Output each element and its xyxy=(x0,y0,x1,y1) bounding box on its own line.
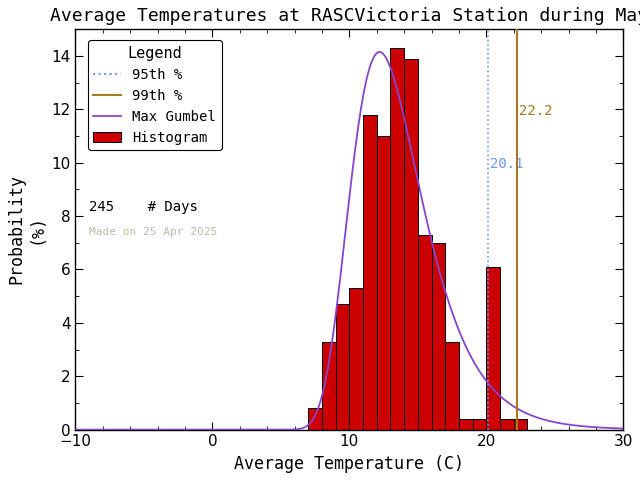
Title: Average Temperatures at RASCVictoria Station during May: Average Temperatures at RASCVictoria Sta… xyxy=(51,7,640,25)
Bar xyxy=(500,419,514,430)
Bar xyxy=(308,408,322,430)
Y-axis label: Probability
(%): Probability (%) xyxy=(7,174,45,285)
Text: 20.1: 20.1 xyxy=(490,157,524,171)
Bar xyxy=(322,342,336,430)
Text: 22.2: 22.2 xyxy=(519,104,553,118)
Bar xyxy=(349,288,363,430)
Bar xyxy=(431,243,445,430)
Bar xyxy=(445,342,459,430)
Bar xyxy=(459,419,473,430)
Bar xyxy=(377,136,390,430)
Bar xyxy=(486,267,500,430)
Bar xyxy=(404,59,418,430)
Text: 245    # Days: 245 # Days xyxy=(89,201,198,215)
Text: Made on 25 Apr 2025: Made on 25 Apr 2025 xyxy=(89,228,218,238)
Bar xyxy=(390,48,404,430)
Bar xyxy=(336,304,349,430)
Bar xyxy=(363,115,377,430)
Bar xyxy=(418,235,431,430)
Bar xyxy=(514,419,527,430)
Bar xyxy=(473,419,486,430)
Legend: 95th %, 99th %, Max Gumbel, Histogram: 95th %, 99th %, Max Gumbel, Histogram xyxy=(88,40,221,150)
X-axis label: Average Temperature (C): Average Temperature (C) xyxy=(234,455,465,473)
